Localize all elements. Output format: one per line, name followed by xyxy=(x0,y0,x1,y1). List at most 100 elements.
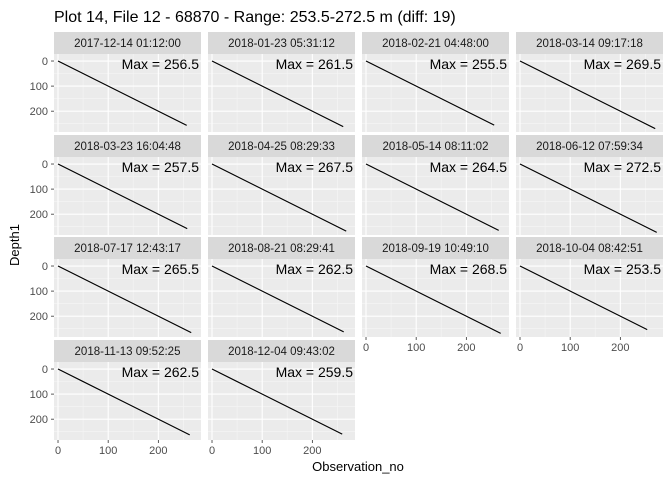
depth-series-line xyxy=(519,265,648,331)
strip-label: 2018-08-21 08:29:41 xyxy=(228,243,335,255)
facet-panel: 2018-12-04 09:43:02 Max = 259.5 0 100 200 xyxy=(208,340,355,457)
y-tick-label: 0 xyxy=(42,364,48,376)
strip-background xyxy=(362,32,509,54)
strip-label: 2018-02-21 04:48:00 xyxy=(382,38,489,50)
strip-label: 2018-04-25 08:29:33 xyxy=(228,141,335,153)
x-tick-label: 0 xyxy=(55,445,61,457)
max-annotation: Max = 259.5 xyxy=(276,364,354,380)
y-tick-label: 200 xyxy=(30,106,48,118)
y-tick-label: 100 xyxy=(30,81,48,93)
x-tick-label: 100 xyxy=(407,342,425,354)
depth-series-line xyxy=(57,368,190,436)
strip-label: 2018-06-12 07:59:34 xyxy=(536,141,643,153)
strip-background xyxy=(208,135,355,157)
facet-panel: 2018-04-25 08:29:33 Max = 267.5 xyxy=(208,135,355,235)
strip-label: 2018-03-14 09:17:18 xyxy=(536,38,643,50)
x-tick-label: 200 xyxy=(303,445,321,457)
max-annotation: Max = 262.5 xyxy=(276,261,354,277)
panel-background xyxy=(362,259,509,337)
panel-background xyxy=(516,259,663,337)
max-annotation: Max = 267.5 xyxy=(276,159,354,175)
max-annotation: Max = 268.5 xyxy=(430,261,508,277)
max-annotation: Max = 257.5 xyxy=(122,159,200,175)
panel-background xyxy=(208,54,355,132)
x-tick-label: 100 xyxy=(561,342,579,354)
strip-label: 2018-11-13 09:52:25 xyxy=(75,346,181,358)
panel-background xyxy=(54,259,201,337)
facet-panel: 2018-02-21 04:48:00 Max = 255.5 xyxy=(362,32,509,132)
panel-background xyxy=(54,362,201,440)
strip-background xyxy=(54,32,201,54)
strip-background xyxy=(208,340,355,362)
y-tick-label: 0 xyxy=(42,261,48,273)
x-tick-label: 0 xyxy=(517,342,523,354)
facet-panel: 2018-11-13 09:52:25 Max = 262.5 0 100 200 0 10… xyxy=(30,340,201,457)
strip-label: 2018-01-23 05:31:12 xyxy=(228,38,335,50)
panel-background xyxy=(208,259,355,337)
panel-background xyxy=(54,54,201,132)
strip-label: 2018-07-17 12:43:17 xyxy=(74,243,181,255)
panel-background xyxy=(516,157,663,235)
facet-panel: 2018-05-14 08:11:02 Max = 264.5 xyxy=(362,135,509,235)
strip-background xyxy=(208,237,355,259)
facet-panel: 2018-03-23 16:04:48 Max = 257.5 0 100 200 xyxy=(30,135,201,235)
panel-background xyxy=(362,157,509,235)
y-tick-label: 0 xyxy=(42,56,48,68)
facet-panel: 2018-08-21 08:29:41 Max = 262.5 xyxy=(208,237,355,337)
strip-label: 2018-12-04 09:43:02 xyxy=(228,346,335,358)
panel-background xyxy=(54,157,201,235)
x-tick-label: 200 xyxy=(149,445,167,457)
strip-label: 2018-05-14 08:11:02 xyxy=(383,141,489,153)
depth-series-line xyxy=(57,60,187,126)
y-tick-label: 100 xyxy=(30,184,48,196)
y-tick-label: 200 xyxy=(30,209,48,221)
strip-background xyxy=(362,237,509,259)
strip-background xyxy=(516,32,663,54)
y-tick-label: 100 xyxy=(30,286,48,298)
facet-panel: 2018-06-12 07:59:34 Max = 272.5 xyxy=(516,135,663,235)
x-tick-label: 0 xyxy=(209,445,215,457)
depth-series-line xyxy=(519,163,657,233)
panel-background xyxy=(362,54,509,132)
depth-series-line xyxy=(57,163,188,230)
strip-label: 2018-10-04 08:42:51 xyxy=(536,243,643,255)
y-tick-label: 200 xyxy=(30,414,48,426)
strip-background xyxy=(208,32,355,54)
depth-series-line xyxy=(211,163,347,232)
x-tick-label: 0 xyxy=(363,342,369,354)
depth-series-line xyxy=(365,265,501,334)
facet-panel: 2017-12-14 01:12:00 Max = 256.5 0 100 200 xyxy=(30,32,201,132)
max-annotation: Max = 255.5 xyxy=(430,56,508,72)
max-annotation: Max = 265.5 xyxy=(122,261,200,277)
strip-background xyxy=(54,135,201,157)
max-annotation: Max = 262.5 xyxy=(122,364,200,380)
strip-label: 2017-12-14 01:12:00 xyxy=(74,38,181,50)
y-tick-label: 100 xyxy=(30,389,48,401)
facet-panel: 2018-01-23 05:31:12 Max = 261.5 xyxy=(208,32,355,132)
max-annotation: Max = 253.5 xyxy=(584,261,662,277)
x-tick-label: 100 xyxy=(99,445,117,457)
depth-series-line xyxy=(365,60,495,126)
strip-background xyxy=(54,237,201,259)
depth-series-line xyxy=(211,60,344,128)
depth-series-line xyxy=(57,265,192,334)
facet-panel: 2018-03-14 09:17:18 Max = 269.5 xyxy=(516,32,663,132)
x-tick-label: 200 xyxy=(457,342,475,354)
facet-panel: 2018-09-19 10:49:10 Max = 268.5 0 100 200 xyxy=(362,237,509,354)
facet-panel: 2018-10-04 08:42:51 Max = 253.5 0 100 200 xyxy=(516,237,663,354)
panel-background xyxy=(516,54,663,132)
strip-background xyxy=(362,135,509,157)
strip-label: 2018-03-23 16:04:48 xyxy=(74,141,181,153)
max-annotation: Max = 256.5 xyxy=(122,56,200,72)
panel-background xyxy=(208,362,355,440)
y-axis-title: Depth1 xyxy=(7,224,22,266)
depth-series-line xyxy=(365,163,499,231)
facet-panel: 2018-07-17 12:43:17 Max = 265.5 0 100 200 xyxy=(30,237,201,337)
panel-background xyxy=(208,157,355,235)
x-axis-title: Observation_no xyxy=(312,459,404,474)
strip-background xyxy=(516,135,663,157)
max-annotation: Max = 264.5 xyxy=(430,159,508,175)
max-annotation: Max = 261.5 xyxy=(276,56,354,72)
